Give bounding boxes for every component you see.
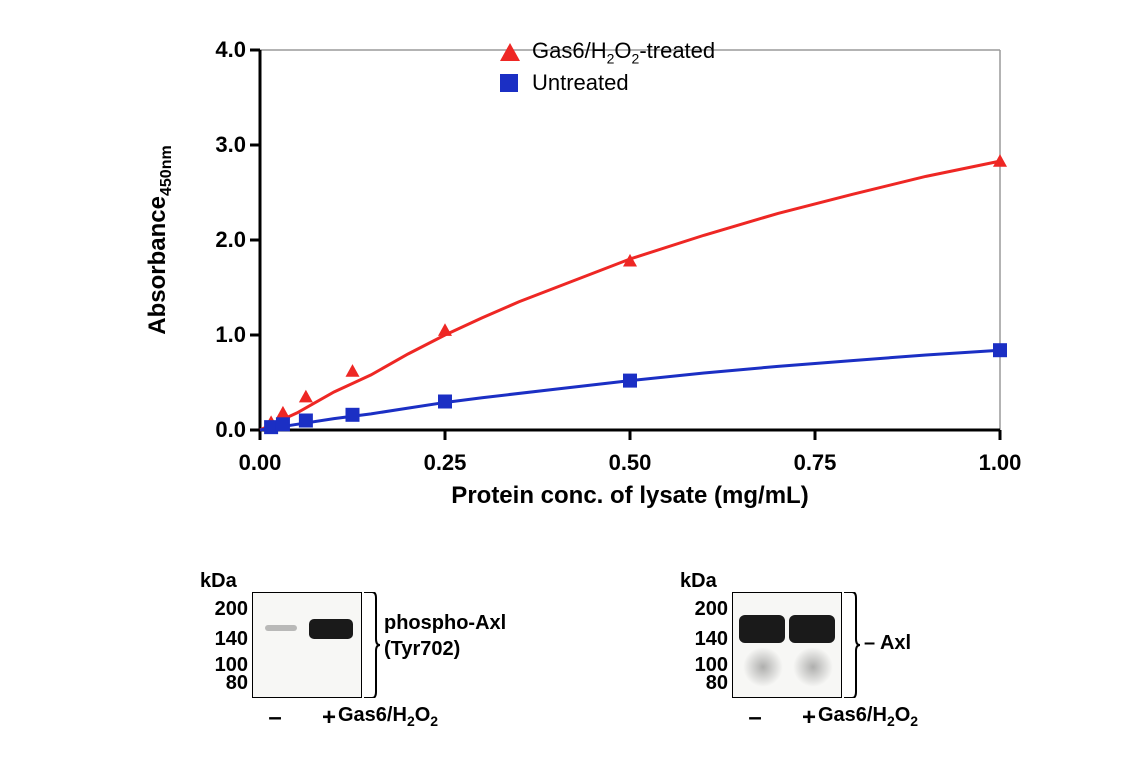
blot-image-phospho	[252, 592, 362, 698]
kda-header: kDa	[680, 570, 717, 593]
mw-marker-label: 140	[668, 628, 728, 651]
y-tick-label: 0.0	[186, 417, 246, 443]
x-tick-label: 0.75	[794, 450, 837, 476]
x-axis-label: Protein conc. of lysate (mg/mL)	[451, 482, 808, 510]
legend-label-untreated: Untreated	[532, 70, 629, 96]
blot-phospho-axl: kDa 20014010080 phospho-Axl (Tyr702) – +…	[160, 570, 580, 750]
y-tick-label: 2.0	[186, 227, 246, 253]
y-tick-label: 4.0	[186, 37, 246, 63]
blot-label-axl: – Axl	[864, 630, 911, 656]
blot-band	[739, 615, 785, 643]
square-icon	[500, 74, 518, 92]
triangle-icon	[500, 43, 520, 61]
treatment-label-right: Gas6/H2O2	[818, 704, 918, 729]
blot-label-phospho: phospho-Axl (Tyr702)	[384, 610, 506, 662]
blot-image-axl	[732, 592, 842, 698]
western-blot-section: kDa 20014010080 phospho-Axl (Tyr702) – +…	[160, 570, 1081, 750]
y-tick-label: 3.0	[186, 132, 246, 158]
blot-band	[309, 619, 353, 639]
y-axis-label: Absorbance450nm	[144, 145, 176, 334]
blot-band	[789, 615, 835, 643]
y-tick-label: 1.0	[186, 322, 246, 348]
x-tick-label: 1.00	[979, 450, 1022, 476]
blot-band	[265, 625, 297, 631]
bracket-icon	[364, 592, 380, 698]
blot-axl: kDa 20014010080 – Axl – + Gas6/H2O2	[640, 570, 1060, 750]
legend-item-untreated: Untreated	[500, 70, 715, 96]
mw-marker-label: 80	[188, 672, 248, 695]
absorbance-chart: Absorbance450nm Protein conc. of lysate …	[120, 20, 1040, 520]
x-tick-label: 0.25	[424, 450, 467, 476]
mw-marker-label: 200	[188, 598, 248, 621]
legend: Gas6/H2O2-treated Untreated	[500, 38, 715, 100]
x-tick-label: 0.00	[239, 450, 282, 476]
legend-label-treated: Gas6/H2O2-treated	[532, 38, 715, 66]
mw-marker-label: 80	[668, 672, 728, 695]
kda-header: kDa	[200, 570, 237, 593]
lane-minus: –	[740, 704, 770, 732]
lane-minus: –	[260, 704, 290, 732]
legend-item-treated: Gas6/H2O2-treated	[500, 38, 715, 66]
mw-marker-label: 140	[188, 628, 248, 651]
treatment-label-left: Gas6/H2O2	[338, 704, 438, 729]
mw-marker-label: 200	[668, 598, 728, 621]
x-tick-label: 0.50	[609, 450, 652, 476]
bracket-icon	[844, 592, 860, 698]
